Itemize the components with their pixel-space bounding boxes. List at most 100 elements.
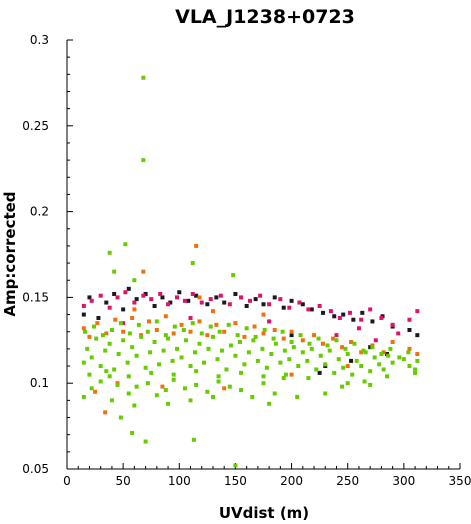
data-point xyxy=(118,415,123,420)
data-point xyxy=(413,367,418,372)
data-point xyxy=(149,297,154,302)
data-point xyxy=(332,314,337,319)
data-point xyxy=(109,398,114,403)
data-point xyxy=(233,291,238,296)
data-point xyxy=(197,341,202,346)
data-point xyxy=(407,364,412,369)
data-point xyxy=(317,303,322,308)
data-point xyxy=(258,293,263,298)
data-point xyxy=(206,346,211,351)
data-point xyxy=(321,341,326,346)
data-point xyxy=(233,353,238,358)
data-point xyxy=(100,333,105,338)
data-point xyxy=(197,295,202,300)
data-point xyxy=(359,364,364,369)
data-point xyxy=(107,250,112,255)
data-point xyxy=(328,309,333,314)
data-point xyxy=(130,315,135,320)
y-tick-label: 0.1 xyxy=(30,376,49,390)
data-point xyxy=(199,300,204,305)
data-point xyxy=(239,295,244,300)
data-point xyxy=(160,384,165,389)
data-point xyxy=(98,364,103,369)
data-point xyxy=(123,242,128,247)
data-point xyxy=(152,303,157,308)
data-point xyxy=(373,338,378,343)
data-point xyxy=(312,333,317,338)
data-point xyxy=(103,348,108,353)
data-point xyxy=(190,321,195,326)
data-point xyxy=(334,333,339,338)
data-point xyxy=(244,326,249,331)
data-point xyxy=(184,338,189,343)
data-point xyxy=(126,391,131,396)
data-point xyxy=(262,328,267,333)
data-point xyxy=(194,243,199,248)
data-point xyxy=(261,331,266,336)
series-3 xyxy=(81,75,420,468)
data-point xyxy=(345,352,350,357)
data-point xyxy=(307,341,312,346)
data-point xyxy=(143,291,148,296)
data-point xyxy=(397,355,402,360)
data-point xyxy=(186,298,191,303)
data-point xyxy=(199,331,204,336)
data-point xyxy=(115,382,120,387)
data-point xyxy=(407,346,412,351)
data-point xyxy=(98,379,103,384)
data-point xyxy=(362,379,367,384)
data-point xyxy=(354,358,359,363)
data-point xyxy=(121,307,126,312)
data-point xyxy=(281,376,286,381)
data-point xyxy=(280,329,285,334)
data-point xyxy=(191,437,196,442)
data-point xyxy=(282,348,287,353)
data-point xyxy=(175,295,180,300)
data-point xyxy=(407,317,412,322)
data-point xyxy=(252,324,257,329)
data-point xyxy=(145,381,150,386)
data-point xyxy=(89,298,94,303)
y-tick-label: 0.25 xyxy=(22,119,49,133)
data-point xyxy=(166,401,171,406)
data-point xyxy=(149,370,154,375)
data-point xyxy=(233,321,238,326)
data-point xyxy=(359,317,364,322)
data-point xyxy=(154,393,159,398)
y-ticks: 0.05 0.1 0.15 0.2 0.25 0.3 xyxy=(22,33,73,476)
data-point xyxy=(251,338,256,343)
data-point xyxy=(363,350,368,355)
x-tick-label: 150 xyxy=(224,474,247,488)
data-point xyxy=(368,307,373,312)
data-point xyxy=(121,321,126,326)
data-point xyxy=(361,348,366,353)
data-point xyxy=(318,353,323,358)
data-point xyxy=(205,333,210,338)
data-point xyxy=(87,372,92,377)
data-point xyxy=(121,338,126,343)
y-tick-label: 0.05 xyxy=(22,462,49,476)
data-point xyxy=(154,319,159,324)
data-point xyxy=(134,384,139,389)
data-point xyxy=(103,410,108,415)
data-point xyxy=(121,329,126,334)
data-point xyxy=(85,346,90,351)
data-point xyxy=(370,319,375,324)
data-point xyxy=(287,305,292,310)
data-point xyxy=(360,310,365,315)
data-point xyxy=(250,394,255,399)
data-point xyxy=(227,302,232,307)
data-point xyxy=(332,370,337,375)
data-point xyxy=(190,261,195,266)
x-ticks: 0 50 100 150 200 250 300 350 xyxy=(63,463,471,488)
data-point xyxy=(235,333,240,338)
data-point xyxy=(227,384,232,389)
data-point xyxy=(208,324,213,329)
data-point xyxy=(253,297,258,302)
data-point xyxy=(385,374,390,379)
data-point xyxy=(269,352,274,357)
data-point xyxy=(112,269,117,274)
data-point xyxy=(194,293,199,298)
data-point xyxy=(296,364,301,369)
data-point xyxy=(190,291,195,296)
